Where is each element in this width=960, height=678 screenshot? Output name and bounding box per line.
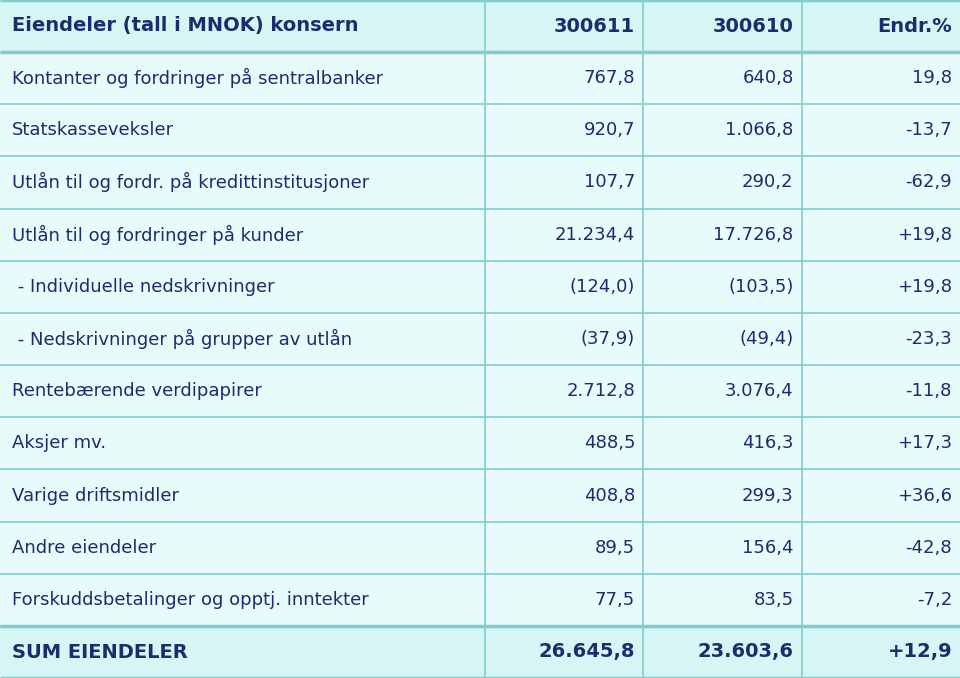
Text: +36,6: +36,6: [897, 487, 952, 504]
Text: 300610: 300610: [712, 16, 794, 35]
Text: +19,8: +19,8: [897, 278, 952, 296]
Bar: [0, 626, 960, 678]
Text: (103,5): (103,5): [729, 278, 794, 296]
Text: -11,8: -11,8: [905, 382, 952, 400]
Text: - Nedskrivninger på grupper av utlån: - Nedskrivninger på grupper av utlån: [12, 329, 352, 349]
Text: +19,8: +19,8: [897, 226, 952, 243]
Text: - Individuelle nedskrivninger: - Individuelle nedskrivninger: [12, 278, 275, 296]
Text: 19,8: 19,8: [912, 69, 952, 87]
Text: Rentebærende verdipapirer: Rentebærende verdipapirer: [12, 382, 262, 400]
Text: -42,8: -42,8: [905, 539, 952, 557]
Text: 2.712,8: 2.712,8: [566, 382, 636, 400]
Text: 3.076,4: 3.076,4: [725, 382, 794, 400]
Text: -13,7: -13,7: [905, 121, 952, 139]
Bar: [0, 261, 960, 313]
Text: 488,5: 488,5: [584, 435, 636, 452]
Text: SUM EIENDELER: SUM EIENDELER: [12, 643, 188, 662]
Text: 920,7: 920,7: [584, 121, 636, 139]
Bar: [0, 521, 960, 574]
Text: 416,3: 416,3: [742, 435, 794, 452]
Text: -62,9: -62,9: [905, 174, 952, 191]
Text: Varige driftsmidler: Varige driftsmidler: [12, 487, 179, 504]
Text: 299,3: 299,3: [742, 487, 794, 504]
Text: Utlån til og fordr. på kredittinstitusjoner: Utlån til og fordr. på kredittinstitusjo…: [12, 172, 370, 193]
Bar: [0, 417, 960, 469]
Text: Kontanter og fordringer på sentralbanker: Kontanter og fordringer på sentralbanker: [12, 68, 383, 88]
Text: 1.066,8: 1.066,8: [726, 121, 794, 139]
Bar: [0, 52, 960, 104]
Text: 300611: 300611: [554, 16, 636, 35]
Text: 107,7: 107,7: [584, 174, 636, 191]
Text: Eiendeler (tall i MNOK) konsern: Eiendeler (tall i MNOK) konsern: [12, 16, 358, 35]
Bar: [0, 365, 960, 417]
Text: 156,4: 156,4: [742, 539, 794, 557]
Text: (124,0): (124,0): [570, 278, 636, 296]
Text: -23,3: -23,3: [905, 330, 952, 348]
Text: 767,8: 767,8: [584, 69, 636, 87]
Text: 408,8: 408,8: [584, 487, 636, 504]
Text: Andre eiendeler: Andre eiendeler: [12, 539, 156, 557]
Bar: [0, 574, 960, 626]
Text: 23.603,6: 23.603,6: [698, 643, 794, 662]
Text: 26.645,8: 26.645,8: [539, 643, 636, 662]
Text: Forskuddsbetalinger og opptj. inntekter: Forskuddsbetalinger og opptj. inntekter: [12, 591, 369, 609]
Text: 77,5: 77,5: [595, 591, 636, 609]
Text: 17.726,8: 17.726,8: [713, 226, 794, 243]
Bar: [0, 313, 960, 365]
Bar: [0, 157, 960, 209]
Text: -7,2: -7,2: [917, 591, 952, 609]
Text: Endr.%: Endr.%: [877, 16, 952, 35]
Text: (49,4): (49,4): [739, 330, 794, 348]
Text: +17,3: +17,3: [897, 435, 952, 452]
Text: Utlån til og fordringer på kunder: Utlån til og fordringer på kunder: [12, 224, 303, 245]
Text: +12,9: +12,9: [887, 643, 952, 662]
Text: Aksjer mv.: Aksjer mv.: [12, 435, 107, 452]
Text: 21.234,4: 21.234,4: [555, 226, 636, 243]
Text: Statskasseveksler: Statskasseveksler: [12, 121, 174, 139]
Text: 290,2: 290,2: [742, 174, 794, 191]
Text: 640,8: 640,8: [742, 69, 794, 87]
Bar: [0, 209, 960, 261]
Bar: [0, 0, 960, 52]
Bar: [0, 104, 960, 157]
Text: 83,5: 83,5: [754, 591, 794, 609]
Bar: [0, 469, 960, 521]
Text: (37,9): (37,9): [581, 330, 636, 348]
Text: 89,5: 89,5: [595, 539, 636, 557]
